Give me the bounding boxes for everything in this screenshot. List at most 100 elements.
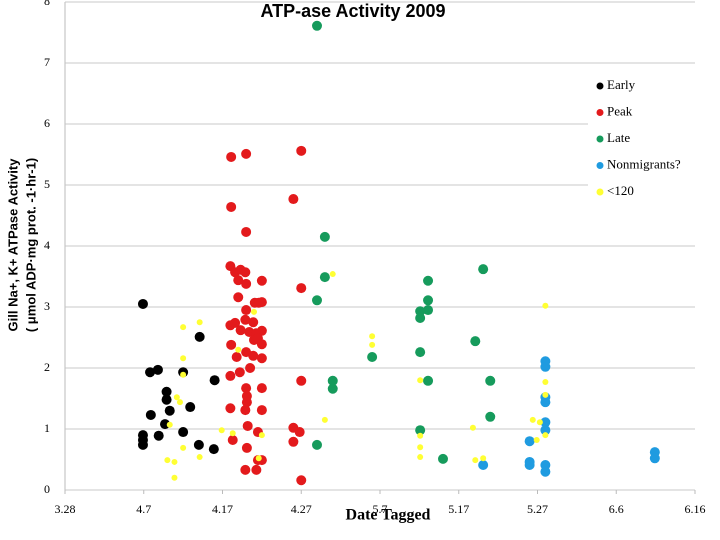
point	[231, 352, 242, 363]
point	[176, 399, 183, 406]
legend-box	[588, 72, 696, 210]
point	[225, 403, 236, 414]
point	[327, 383, 338, 394]
point	[256, 405, 267, 416]
x-tick-label: 3.28	[55, 502, 76, 516]
x-tick-label: 5.7	[373, 502, 388, 516]
y-tick-label: 0	[44, 482, 50, 496]
point	[367, 352, 378, 363]
x-tick-label: 6.16	[685, 502, 706, 516]
y-tick-label: 5	[44, 177, 50, 191]
point	[161, 394, 172, 405]
legend-marker	[596, 162, 604, 169]
point	[478, 264, 489, 275]
point	[241, 226, 252, 237]
point	[319, 231, 330, 242]
x-axis-label: Date Tagged	[346, 507, 431, 524]
points	[137, 20, 660, 486]
point	[229, 430, 236, 437]
point	[415, 347, 426, 358]
point	[137, 439, 148, 450]
x-tick-label: 4.17	[212, 502, 233, 516]
legend-marker	[596, 109, 604, 116]
point	[161, 386, 172, 397]
point	[296, 475, 307, 486]
point	[417, 377, 424, 384]
point	[296, 283, 307, 294]
point	[241, 442, 252, 453]
point	[233, 275, 244, 286]
point	[296, 375, 307, 386]
point	[542, 302, 549, 309]
point	[255, 455, 262, 462]
point	[415, 425, 426, 436]
point	[312, 439, 322, 450]
point	[540, 425, 551, 436]
point	[218, 427, 225, 434]
point	[241, 148, 252, 159]
legend-label: Peak	[607, 103, 633, 118]
point	[329, 271, 336, 278]
point	[248, 350, 259, 361]
point	[485, 375, 496, 386]
point	[296, 145, 307, 156]
point	[321, 416, 328, 423]
y-tick-label: 3	[44, 299, 50, 313]
chart-title: ATP-ase Activity 2009	[260, 1, 445, 21]
point	[235, 346, 242, 353]
point	[241, 305, 252, 316]
point	[417, 444, 424, 451]
point	[256, 325, 267, 336]
legend-label: Nonmigrants?	[607, 156, 681, 171]
point	[180, 444, 187, 451]
x-tick-label: 4.27	[291, 502, 312, 516]
point	[540, 397, 551, 408]
point	[171, 474, 178, 481]
point	[423, 295, 434, 306]
point	[256, 383, 267, 394]
point	[234, 367, 245, 378]
point	[312, 20, 322, 31]
point	[478, 459, 489, 470]
point	[480, 455, 487, 462]
point	[423, 305, 434, 316]
point	[164, 457, 171, 464]
point	[524, 436, 535, 447]
point	[423, 375, 434, 386]
point	[369, 333, 376, 340]
point	[415, 312, 426, 323]
point	[166, 421, 173, 428]
point	[469, 424, 476, 431]
legend-label: Early	[607, 77, 636, 92]
point	[240, 314, 251, 325]
point	[256, 297, 267, 308]
point	[288, 436, 299, 447]
point	[209, 375, 220, 386]
y-tick-label: 8	[44, 0, 50, 8]
point	[145, 367, 156, 378]
legend-marker	[596, 188, 604, 196]
point	[540, 417, 551, 428]
point	[417, 454, 424, 461]
legend-label: <120	[607, 183, 634, 198]
grid: 0 1 2 3 4 5 6 7 8 3.28 4.7 4.17 4.27 5.7 5.17 5.27 6.6 6.…	[44, 0, 706, 516]
point	[245, 363, 256, 373]
point	[524, 459, 535, 470]
point	[233, 292, 244, 303]
point	[319, 272, 330, 283]
point	[369, 341, 376, 348]
point	[256, 275, 267, 286]
point	[241, 397, 252, 408]
point	[248, 317, 259, 328]
point	[153, 430, 164, 441]
y-tick-label: 2	[44, 360, 50, 374]
point	[241, 278, 252, 289]
point	[235, 325, 246, 336]
point	[137, 298, 148, 309]
point	[180, 324, 187, 331]
point	[226, 201, 237, 212]
point	[171, 458, 178, 465]
y-tick-label: 4	[44, 238, 50, 252]
legend-label: Late	[607, 130, 630, 145]
